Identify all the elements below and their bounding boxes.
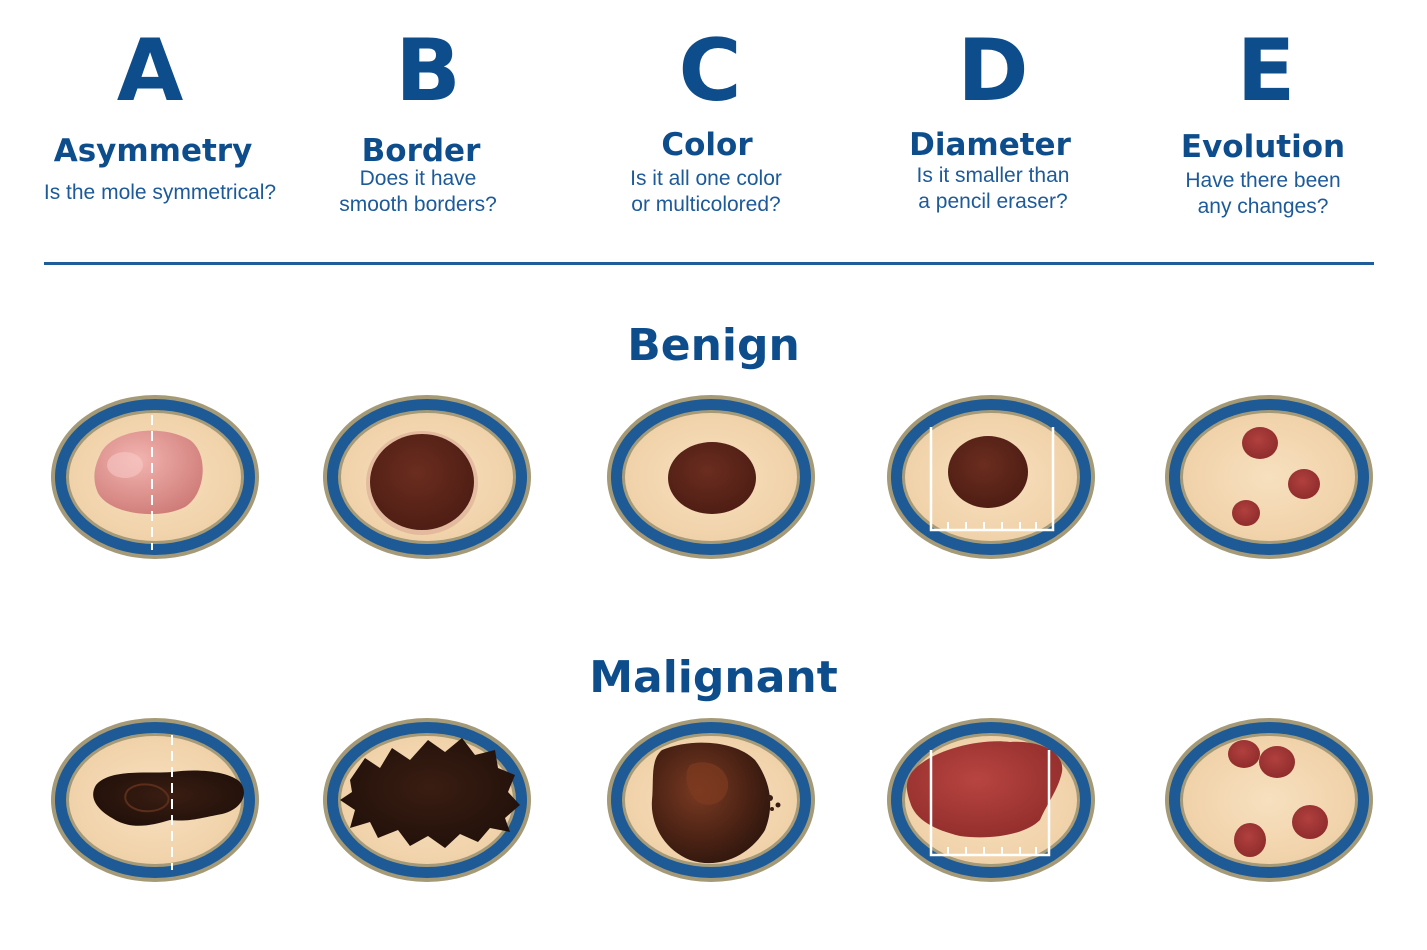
question-line: a pencil eraser? [918,190,1068,213]
malignant-border-mole [323,718,531,882]
question-line: Have there been [1185,169,1341,192]
term-asymmetry: Asymmetry [53,133,253,169]
letter-b: B [395,21,461,121]
question-line: any changes? [1197,195,1329,218]
question-diameter: Is it smaller than a pencil eraser? [843,163,1143,215]
question-line: Is the mole symmetrical? [43,181,277,204]
malignant-asymmetry-mole [51,718,259,882]
term-diameter: Diameter [909,127,1071,163]
malignant-heading: Malignant [589,652,838,703]
question-line: or multicolored? [631,193,781,216]
question-line: smooth borders? [339,193,497,216]
benign-row [51,395,1373,559]
question-color: Is it all one color or multicolored? [556,166,856,218]
benign-diameter-mole [887,395,1095,559]
question-line: Does it have [359,167,477,190]
letter-a: A [116,21,184,121]
question-line: Is it smaller than [916,164,1070,187]
header-divider [44,262,1374,265]
benign-border-mole [323,395,531,559]
term-evolution: Evolution [1180,129,1346,165]
question-border: Does it have smooth borders? [268,166,568,218]
malignant-evolution-moles [1165,718,1373,882]
malignant-color-mole [607,718,815,882]
question-evolution: Have there been any changes? [1113,168,1413,220]
letter-c: C [678,21,742,121]
letter-d: D [957,21,1029,121]
question-line: Is it all one color [630,167,782,190]
term-border: Border [361,133,481,169]
question-asymmetry: Is the mole symmetrical? [10,180,310,206]
malignant-row [51,718,1373,882]
benign-color-mole [607,395,815,559]
benign-heading: Benign [627,320,800,371]
term-color: Color [661,127,753,163]
benign-asymmetry-mole [51,395,259,559]
letter-e: E [1236,21,1296,121]
malignant-diameter-mole [887,718,1095,882]
benign-evolution-moles [1165,395,1373,559]
